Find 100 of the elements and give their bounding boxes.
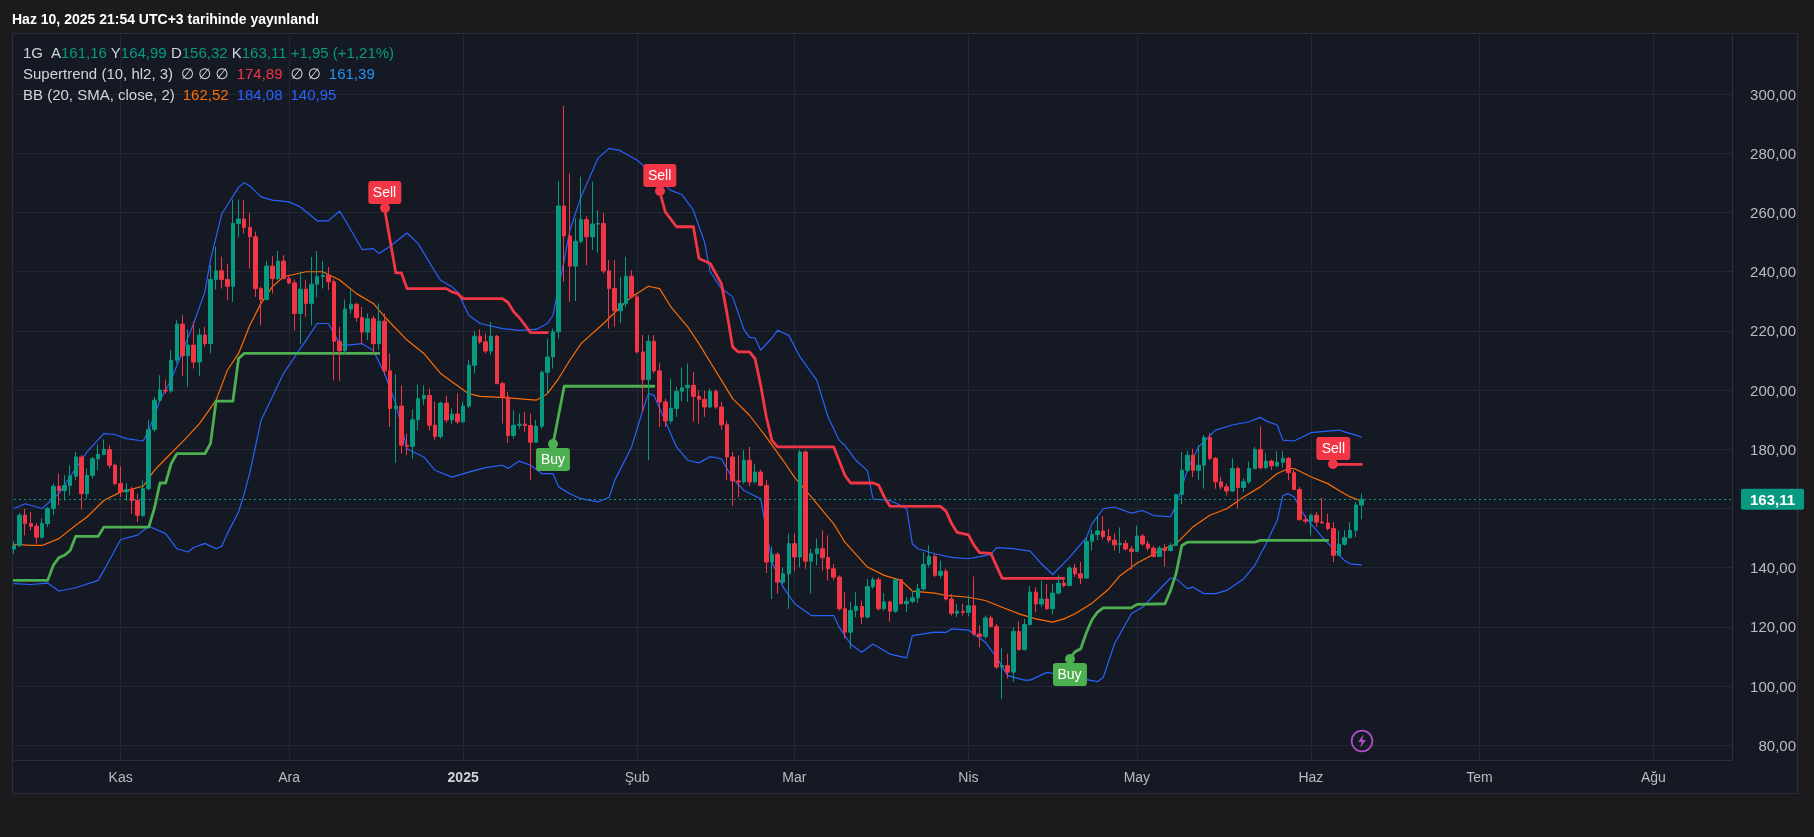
candlestick xyxy=(882,592,886,612)
candlestick xyxy=(983,615,988,640)
y-tick-label: 220,00 xyxy=(1750,322,1796,340)
candlestick xyxy=(753,462,757,485)
candlestick xyxy=(57,473,61,506)
candlestick xyxy=(1045,583,1049,611)
candlestick xyxy=(888,600,892,623)
x-tick-label: Ara xyxy=(278,769,301,785)
candlestick xyxy=(1163,543,1167,567)
candlestick xyxy=(343,299,347,354)
candlestick xyxy=(781,566,785,585)
line-series xyxy=(13,322,1363,683)
x-tick-label: 2025 xyxy=(447,769,479,785)
candlestick xyxy=(191,321,196,369)
candlestick xyxy=(646,334,651,461)
candlestick xyxy=(365,312,370,341)
candlestick xyxy=(1017,621,1021,652)
annotation: 162,52 xyxy=(182,85,229,105)
x-tick-label: Tem xyxy=(1466,769,1493,785)
candlestick xyxy=(966,594,971,617)
candlestick xyxy=(1101,515,1105,540)
candlestick xyxy=(1281,450,1285,469)
candlestick xyxy=(298,271,303,345)
candlestick xyxy=(815,538,819,566)
candlestick xyxy=(163,378,168,395)
candlestick xyxy=(377,302,381,351)
candlestick xyxy=(1253,446,1257,470)
candlestick xyxy=(562,105,566,283)
candlestick xyxy=(798,449,802,568)
ref-line-label: 163,11 xyxy=(1750,490,1796,508)
candlestick xyxy=(371,315,376,354)
candlestick xyxy=(79,454,84,511)
candlestick xyxy=(809,548,813,595)
candlestick xyxy=(304,279,308,318)
candlestick xyxy=(422,384,426,406)
candlestick xyxy=(74,451,78,481)
candlestick xyxy=(961,603,965,617)
candlestick xyxy=(742,449,746,485)
candlestick xyxy=(102,439,106,456)
candlestick xyxy=(175,319,179,364)
y-tick-label: 120,00 xyxy=(1750,618,1796,636)
candlestick xyxy=(1236,466,1240,509)
y-tick-label: 260,00 xyxy=(1750,204,1796,222)
annotation: Sell xyxy=(367,181,402,205)
candlestick xyxy=(568,172,572,303)
candlestick xyxy=(1039,580,1044,608)
candlestick xyxy=(455,392,460,425)
candlestick xyxy=(792,533,797,572)
x-tick-label: Haz xyxy=(1298,769,1324,785)
y-tick-label: 100,00 xyxy=(1750,677,1796,695)
x-tick-label: Ağu xyxy=(1640,769,1666,785)
annotation: Buy xyxy=(1052,662,1087,686)
x-tick-label: May xyxy=(1123,769,1151,785)
candlestick xyxy=(197,328,202,377)
candlestick xyxy=(264,260,269,301)
candlestick xyxy=(1157,545,1162,558)
candlestick xyxy=(893,578,898,614)
annotation: 1G xyxy=(23,43,44,63)
candlestick xyxy=(461,401,465,424)
annotation: ∅ ∅ xyxy=(290,64,321,84)
annotation: 161,39 xyxy=(328,64,375,84)
candlestick xyxy=(708,388,712,409)
candlestick xyxy=(203,326,207,348)
y-tick-label: 280,00 xyxy=(1750,144,1796,162)
candlestick xyxy=(1230,457,1235,493)
candlestick xyxy=(534,419,538,444)
candlestick xyxy=(803,449,808,570)
y-tick-label: 240,00 xyxy=(1750,263,1796,281)
candlestick xyxy=(938,560,943,579)
y-tick-label: 80,00 xyxy=(1758,736,1796,754)
x-tick-label: Kas xyxy=(108,769,133,785)
candlestick xyxy=(1005,653,1010,680)
y-tick-label: 140,00 xyxy=(1750,559,1796,577)
candlestick xyxy=(1118,526,1122,554)
candlestick xyxy=(1000,647,1004,700)
candlestick xyxy=(1309,513,1313,536)
candlestick xyxy=(349,288,353,314)
candlestick xyxy=(23,508,27,536)
annotation: BB (20, SMA, close, 2) xyxy=(23,85,175,105)
y-tick-label: 300,00 xyxy=(1750,85,1796,103)
candlestick xyxy=(1011,626,1016,683)
candlestick xyxy=(641,334,645,413)
candlestick xyxy=(180,314,185,377)
annotation: Sell xyxy=(642,164,677,188)
candlestick xyxy=(1191,448,1195,478)
candlestick xyxy=(1264,452,1268,470)
candlestick xyxy=(876,576,881,612)
candlestick xyxy=(186,328,190,388)
candlestick xyxy=(270,255,275,295)
candlestick xyxy=(444,395,449,424)
candlestick xyxy=(860,600,864,625)
chart-title: Haz 10, 2025 21:54 UTC+3 tarihinde yayınlandı xyxy=(12,10,319,28)
annotation: 140,95 xyxy=(290,85,337,105)
candlestick xyxy=(787,533,791,610)
candlestick xyxy=(1269,459,1274,471)
x-tick-label: Nis xyxy=(958,769,979,785)
candlestick xyxy=(1135,525,1139,553)
candlestick xyxy=(933,553,937,578)
candlestick xyxy=(584,215,589,266)
annotation: Buy xyxy=(535,448,571,472)
